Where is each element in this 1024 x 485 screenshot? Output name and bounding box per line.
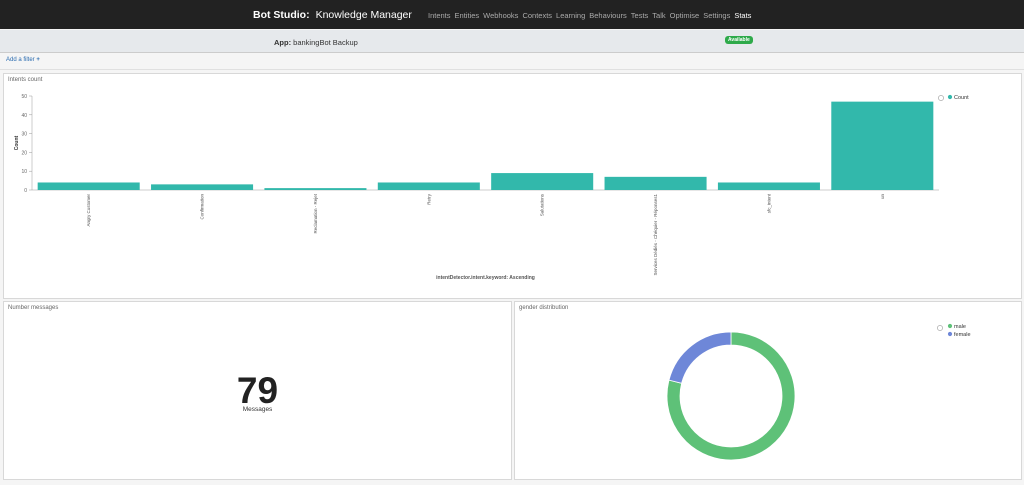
legend-toggle-icon[interactable]	[938, 95, 944, 101]
legend-swatch	[947, 94, 953, 100]
app-name-value: bankingBot Backup	[293, 38, 358, 47]
nav-item-behaviours[interactable]: Behaviours	[589, 11, 627, 20]
number-messages-panel: Number messages 79 Messages	[3, 301, 512, 480]
nav-item-talk[interactable]: Talk	[652, 11, 666, 20]
main-nav: Intents Entities Webhooks Contexts Learning B…	[428, 11, 755, 20]
nav-item-learning[interactable]: Learning	[556, 11, 586, 20]
y-tick-label: 20	[21, 150, 27, 156]
bar-2[interactable]	[264, 188, 367, 190]
y-axis-title: Count	[14, 135, 20, 150]
legend-swatch	[947, 323, 953, 329]
nav-item-stats[interactable]: Stats	[734, 11, 752, 20]
nav-item-entities[interactable]: Entities	[454, 11, 480, 20]
x-tick-label: sfc_intent	[766, 193, 771, 213]
panel-title-messages: Number messages	[8, 305, 59, 311]
nav-item-settings[interactable]: Settings	[703, 11, 731, 20]
nav-item-intents[interactable]: Intents	[428, 11, 451, 20]
messages-count: 79	[236, 370, 279, 411]
app-name: App: bankingBot Backup	[274, 38, 358, 47]
status-badge: Available	[725, 36, 753, 44]
add-filter-link[interactable]: Add a filter +	[6, 57, 40, 63]
bar-0[interactable]	[37, 182, 140, 190]
nav-item-optimise[interactable]: Optimise	[669, 11, 700, 20]
y-tick-label: 40	[21, 113, 27, 119]
panel-title-gender: gender distribution	[519, 305, 569, 311]
add-filter-label: Add a filter	[6, 57, 35, 63]
nav-item-tests[interactable]: Tests	[630, 11, 649, 20]
nav-item-webhooks[interactable]: Webhooks	[483, 11, 519, 20]
gender-distribution-panel: gender distribution male female	[514, 301, 1022, 480]
app-label: App:	[274, 38, 292, 47]
intents-bar-chart: 0 10 20 30 40 50 Count Angry Customer Confirmati…	[14, 94, 969, 281]
filter-bar: Add a filter +	[0, 53, 1024, 70]
plus-icon: +	[36, 57, 40, 63]
app-brand: Bot Studio: Knowledge Manager	[253, 9, 412, 21]
x-tick-label: Salutations	[540, 193, 545, 216]
bar-1[interactable]	[151, 184, 254, 190]
x-axis-title: intentDetector.intent.keyword: Ascending	[436, 275, 535, 281]
brand-name: Bot Studio:	[253, 9, 310, 21]
panel-title-intents: Intents count	[8, 77, 43, 83]
x-tick-label: un	[880, 194, 885, 200]
legend-label-female[interactable]: female	[954, 332, 971, 338]
messages-label: Messages	[242, 406, 273, 413]
y-tick-label: 0	[24, 188, 27, 194]
y-tick-label: 10	[21, 169, 27, 175]
bar-7[interactable]	[831, 101, 934, 190]
legend-toggle-icon[interactable]	[937, 325, 943, 331]
legend-label[interactable]: Count	[954, 95, 969, 101]
y-tick-label: 50	[21, 94, 27, 100]
bar-5[interactable]	[604, 176, 707, 190]
app-bar: App: bankingBot Backup Available	[0, 30, 1024, 53]
legend-label-male[interactable]: male	[954, 324, 966, 330]
x-tick-label: Angry Customer	[86, 194, 91, 227]
bar-3[interactable]	[377, 182, 480, 190]
slice-male[interactable]	[666, 331, 796, 461]
nav-item-contexts[interactable]: Contexts	[522, 11, 553, 20]
x-tick-label: Reclamation - Rejet	[313, 193, 318, 233]
x-tick-label: Retry	[426, 193, 431, 205]
bar-4[interactable]	[491, 173, 594, 190]
top-nav-bar: Bot Studio: Knowledge Manager Intents Enti…	[0, 0, 1024, 29]
gender-donut-chart: male female	[666, 323, 971, 461]
legend-swatch	[947, 331, 953, 337]
slice-female[interactable]	[668, 331, 732, 384]
bar-6[interactable]	[717, 182, 820, 190]
intents-count-panel: Intents count 0 10 20 30 40 50 Count Angry Cust…	[3, 73, 1022, 299]
x-tick-label: Confirmation	[200, 194, 205, 220]
x-tick-label: Services Dédiés - Chéquier - Réponses1	[653, 194, 658, 276]
y-tick-label: 30	[21, 132, 27, 138]
brand-subtitle: Knowledge Manager	[315, 9, 412, 21]
